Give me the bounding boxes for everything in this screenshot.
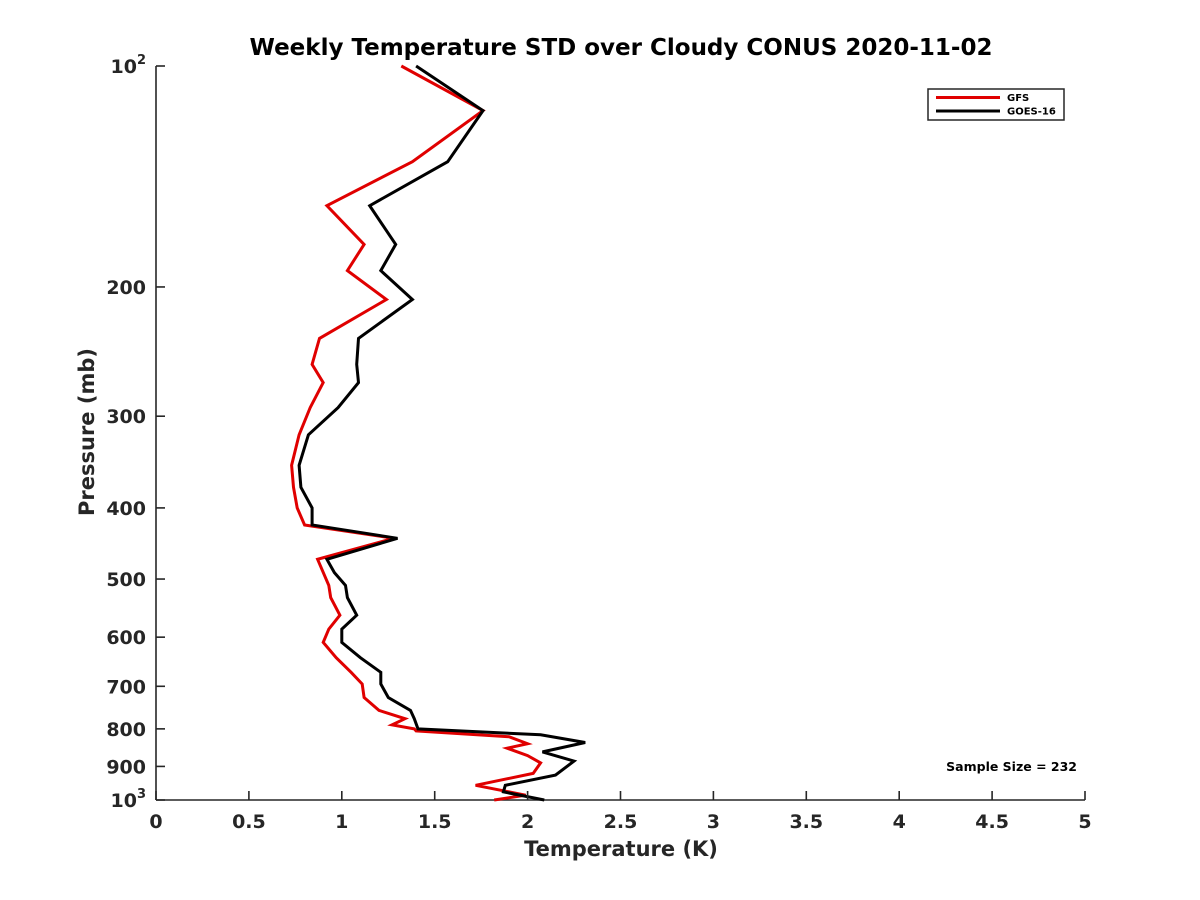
x-tick-label: 0.5	[232, 811, 266, 833]
x-tick-label: 5	[1078, 811, 1091, 833]
y-axis-label: Pressure (mb)	[75, 348, 99, 516]
x-tick-label: 1	[335, 811, 348, 833]
chart-title: Weekly Temperature STD over Cloudy CONUS…	[250, 35, 993, 61]
series-line-goes-16	[297, 64, 586, 802]
y-axis-ticks: 102 200 300 400 500 600 700 800 900 103	[106, 53, 165, 812]
x-axis-ticks: 0 0.5 1 1.5 2 2.5 3 3.5 4 4.5 5	[149, 791, 1092, 833]
y-tick-label: 800	[106, 719, 146, 741]
y-tick-label: 500	[106, 569, 146, 591]
x-tick-label: 2.5	[604, 811, 638, 833]
x-axis-label: Temperature (K)	[524, 837, 718, 861]
series-line-gfs	[290, 64, 543, 802]
sample-size-annotation: Sample Size = 232	[946, 759, 1077, 774]
x-tick-label: 2	[521, 811, 534, 833]
y-tick-label: 600	[106, 627, 146, 649]
legend: GFS GOES-16	[927, 88, 1065, 121]
x-tick-label: 3	[707, 811, 720, 833]
axes	[155, 66, 1085, 801]
y-tick-label: 103	[111, 787, 147, 812]
y-tick-label: 102	[111, 53, 147, 78]
x-tick-label: 1.5	[418, 811, 452, 833]
x-tick-label: 4	[893, 811, 906, 833]
y-tick-label: 300	[106, 406, 146, 428]
x-tick-label: 4.5	[975, 811, 1009, 833]
x-tick-label: 3.5	[789, 811, 823, 833]
legend-label-goes-16: GOES-16	[1007, 107, 1056, 118]
y-tick-label: 200	[106, 277, 146, 299]
y-tick-label: 400	[106, 498, 146, 520]
y-tick-label: 900	[106, 756, 146, 778]
legend-box	[927, 88, 1065, 121]
y-tick-label: 700	[106, 676, 146, 698]
series-lines	[290, 64, 586, 802]
x-tick-label: 0	[149, 811, 162, 833]
legend-label-gfs: GFS	[1007, 93, 1029, 104]
